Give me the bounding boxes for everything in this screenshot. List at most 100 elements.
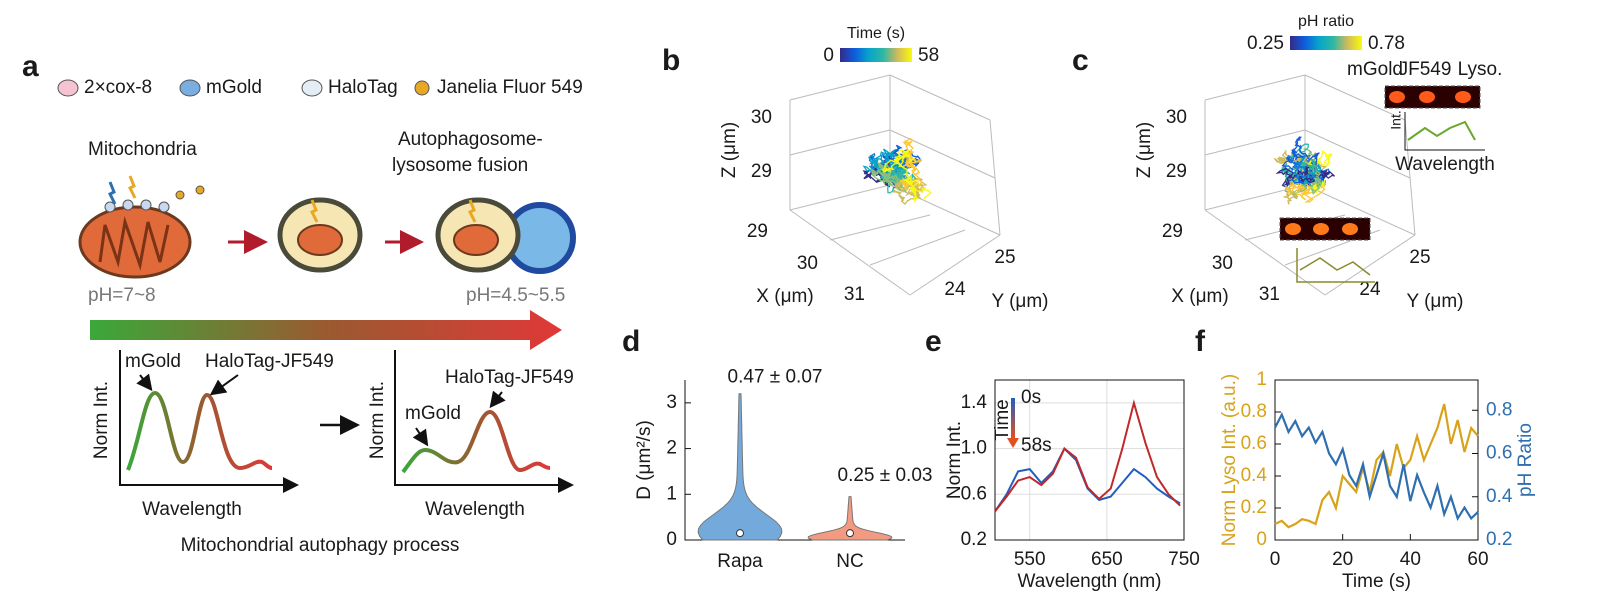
inset-plot (1404, 112, 1485, 151)
inset-text: Int. (1388, 110, 1404, 129)
axis-text: 31 (844, 284, 865, 305)
x-tick-label: 550 (1014, 549, 1046, 570)
colorbar-label: 0 (823, 45, 834, 66)
colorbar-label: 0.78 (1368, 33, 1405, 54)
axis-box-line (1304, 184, 1416, 236)
axis-text: 30 (751, 107, 772, 128)
x-axis-label: Wavelength (nm) (1018, 571, 1162, 592)
y-axis-label: Norm Lyso Int. (a.u.) (1219, 374, 1240, 546)
annotation: 0.47 ± 0.07 (728, 367, 823, 388)
violin (697, 393, 783, 541)
inset-spot (1419, 91, 1435, 103)
axis-box-line (1304, 74, 1406, 121)
autophagosome (277, 197, 363, 273)
axis-text: 29 (751, 161, 772, 182)
inset-spot (1389, 91, 1405, 103)
violin (807, 496, 893, 541)
trajectory (877, 161, 894, 186)
y-axis-label: Norm Int. (944, 421, 965, 499)
y-axis-label: D (μm²/s) (634, 420, 655, 500)
trajectory (883, 162, 917, 190)
plot-frame (1274, 379, 1479, 541)
annotation: 0.25 ± 0.03 (838, 465, 933, 486)
y2-axis-label: pH Ratio (1515, 423, 1536, 497)
axis-text: Z (μm) (719, 122, 740, 178)
axis-text: JF549 (1399, 59, 1452, 80)
colorbar-label: 0.25 (1247, 33, 1284, 54)
trajectory (897, 149, 916, 163)
x-axis-label: Time (s) (1342, 571, 1411, 592)
y-tick-label: 0 (666, 529, 677, 550)
axis-text: 24 (1359, 279, 1381, 300)
stage-label: Mitochondria (88, 139, 197, 160)
y-tick-label: 1 (1256, 369, 1267, 390)
colorbar-title: pH ratio (1298, 13, 1354, 30)
inset-spot (1342, 223, 1358, 235)
axis-text: 25 (994, 247, 1015, 268)
axis-text: 25 (1409, 247, 1430, 268)
axis-text: X (μm) (756, 286, 813, 307)
y-tick-label: 1 (666, 483, 677, 504)
legend-icon (179, 79, 201, 97)
y-tick-label: 0.6 (961, 483, 987, 504)
peak-label: HaloTag-JF549 (205, 351, 334, 372)
y-tick-label: 1.0 (961, 438, 987, 459)
trajectory (899, 171, 923, 191)
series-line (1274, 403, 1479, 529)
trajectory (1309, 167, 1323, 187)
panel-label: e (925, 325, 942, 358)
autolysosome (435, 197, 576, 274)
trajectory (909, 179, 932, 204)
legend-label: Janelia Fluor 549 (437, 77, 583, 98)
axis-text: 24 (944, 279, 966, 300)
axis-box-line (1204, 209, 1326, 296)
y-tick-label: 3 (666, 392, 677, 413)
axis-text: 29 (1162, 221, 1183, 242)
axis-box-line (789, 184, 891, 211)
panel-label: a (22, 50, 39, 83)
y-tick-label: 0.8 (1241, 401, 1267, 422)
axis-label: Norm Int. (367, 381, 388, 459)
axis-text: Y (μm) (1406, 291, 1463, 312)
colorbar (840, 48, 912, 62)
axis-label: Norm Int. (91, 381, 112, 459)
trajectory (900, 177, 925, 197)
axis-box-line (909, 234, 1001, 296)
ph-gradient-arrow (90, 310, 562, 350)
axis-box-line (1324, 234, 1416, 296)
plot-frame (994, 379, 1185, 541)
median-dot (846, 529, 854, 538)
axis-box-line (789, 129, 891, 156)
x-tick-label: 650 (1091, 549, 1123, 570)
trajectory (1292, 167, 1316, 191)
legend-label: 2×cox-8 (84, 77, 152, 98)
panel-label: b (662, 44, 680, 77)
legend-label: HaloTag (328, 77, 398, 98)
panel-label: f (1195, 325, 1206, 358)
trajectory (870, 148, 891, 169)
inset-spot (1285, 223, 1301, 235)
trajectory (1288, 168, 1330, 185)
ph-label: pH=7~8 (88, 285, 156, 306)
trajectory-panel: Time (s) 0 58 Z (μm) 30 29 29 30 31 X (μm) 25 24 Y (… (719, 25, 1049, 312)
axis-text: 30 (797, 253, 818, 274)
schematic-spectrum (394, 350, 574, 493)
legend-icon (414, 80, 430, 96)
axis-box-line (789, 209, 911, 296)
y-tick-label: 0.2 (961, 529, 987, 550)
y-tick-label: 0.6 (1241, 433, 1267, 454)
category-label: Rapa (717, 551, 763, 572)
inset-plot (1407, 120, 1476, 141)
axis-text: 31 (1259, 284, 1280, 305)
peak-label: HaloTag-JF549 (445, 367, 574, 388)
trajectory (1294, 183, 1317, 201)
y-tick-label: 0.2 (1241, 497, 1267, 518)
trajectory (881, 155, 905, 173)
trajectory (901, 158, 922, 176)
axis-box-line (1204, 129, 1306, 156)
y2-tick-label: 0.8 (1486, 399, 1512, 420)
mitochondrion (78, 175, 205, 279)
legend-label: 58s (1021, 435, 1052, 456)
caption: Mitochondrial autophagy process (181, 535, 460, 556)
